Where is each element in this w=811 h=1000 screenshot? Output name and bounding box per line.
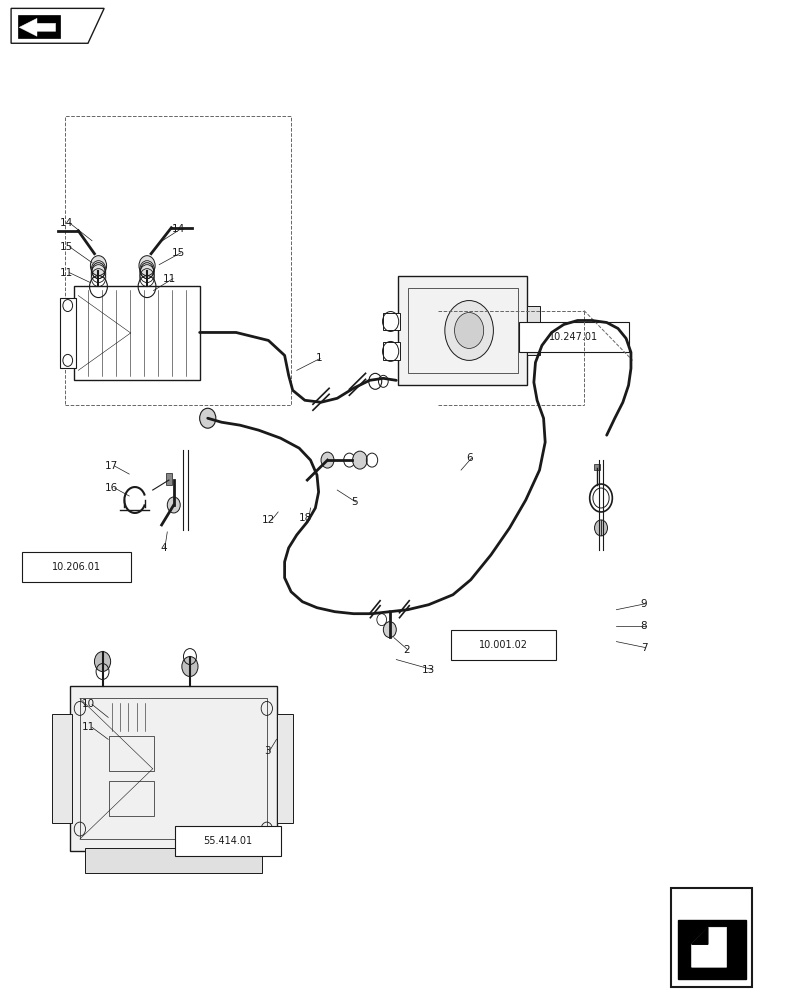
Text: 12: 12 <box>262 515 275 525</box>
Circle shape <box>167 497 180 513</box>
Circle shape <box>62 354 72 366</box>
Text: 10: 10 <box>82 699 96 709</box>
Text: 9: 9 <box>640 599 646 609</box>
Bar <box>109 781 153 816</box>
Circle shape <box>182 657 198 677</box>
Bar <box>677 920 745 979</box>
Bar <box>70 686 277 851</box>
Text: 6: 6 <box>466 453 473 463</box>
Bar <box>175 826 281 856</box>
Bar <box>383 313 399 330</box>
Bar <box>79 698 267 839</box>
Text: 14: 14 <box>171 224 184 234</box>
Text: 1: 1 <box>315 353 322 363</box>
Text: 13: 13 <box>422 665 435 675</box>
Bar <box>277 714 292 823</box>
Text: 10.247.01: 10.247.01 <box>549 332 598 342</box>
Text: 7: 7 <box>640 643 646 653</box>
Circle shape <box>454 313 483 348</box>
Circle shape <box>139 256 155 276</box>
Text: 5: 5 <box>350 497 357 507</box>
Text: 14: 14 <box>59 218 73 228</box>
Circle shape <box>320 452 333 468</box>
Text: 15: 15 <box>59 242 73 252</box>
Text: 4: 4 <box>160 543 166 553</box>
Text: 11: 11 <box>59 268 73 278</box>
Text: 10.206.01: 10.206.01 <box>52 562 101 572</box>
Bar <box>526 306 539 355</box>
Circle shape <box>94 652 110 672</box>
Text: 15: 15 <box>171 248 184 258</box>
Text: 11: 11 <box>163 274 176 284</box>
Circle shape <box>383 622 396 638</box>
Text: 3: 3 <box>264 746 271 756</box>
Polygon shape <box>691 927 726 967</box>
Circle shape <box>62 300 72 312</box>
Circle shape <box>200 408 216 428</box>
Text: 17: 17 <box>105 461 118 471</box>
Text: 2: 2 <box>402 645 409 655</box>
Text: 55.414.01: 55.414.01 <box>204 836 252 846</box>
Circle shape <box>594 520 607 536</box>
Text: 8: 8 <box>640 621 646 631</box>
Circle shape <box>444 301 493 360</box>
Text: 16: 16 <box>105 483 118 493</box>
Bar <box>22 552 131 582</box>
Bar <box>671 888 752 987</box>
Circle shape <box>90 256 106 276</box>
Polygon shape <box>11 8 104 43</box>
Polygon shape <box>19 18 55 36</box>
Bar <box>109 736 153 771</box>
Bar <box>593 464 599 470</box>
Bar <box>59 298 75 368</box>
Bar <box>383 342 399 360</box>
Polygon shape <box>691 927 707 944</box>
Bar <box>397 276 526 385</box>
Polygon shape <box>18 15 59 38</box>
Bar <box>84 848 262 873</box>
Bar <box>407 288 517 373</box>
Bar <box>450 630 555 660</box>
Text: 18: 18 <box>298 513 312 523</box>
Bar <box>52 714 71 823</box>
Text: 10.001.02: 10.001.02 <box>478 640 527 650</box>
Bar <box>165 473 172 485</box>
Bar <box>74 286 200 380</box>
Text: 11: 11 <box>82 722 96 732</box>
Bar <box>64 116 290 405</box>
Bar <box>519 322 628 352</box>
Circle shape <box>352 451 367 469</box>
